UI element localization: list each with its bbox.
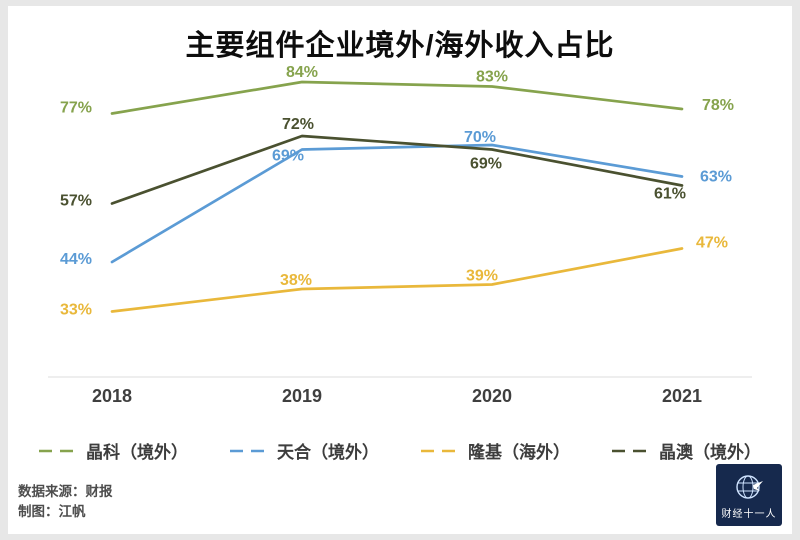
data-label: 61% [654,186,686,203]
data-label: 47% [696,235,728,252]
data-label: 77% [60,100,92,117]
data-label: 83% [476,69,508,86]
legend-item: 天合（境外） [230,438,379,463]
legend-dash-icon [39,449,77,452]
data-label: 84% [286,64,318,81]
line-chart: 77% 84% 83% 78% 44% 69% 70% 63% 33% 38% 39% 47% 57% 7… [8,62,792,414]
legend-dash-icon [612,449,650,452]
data-label: 63% [700,169,732,186]
series-line [110,143,684,264]
data-source-label: 数据来源：财报 [18,484,113,499]
x-axis-label: 2020 [472,386,512,406]
data-label: 72% [282,116,314,133]
series-line [110,134,684,205]
data-label: 33% [60,302,92,319]
legend-label: 晶科（境外） [86,443,188,462]
data-label: 78% [702,97,734,114]
data-label: 39% [466,268,498,285]
x-axis-label: 2018 [92,386,132,406]
series-line [110,80,684,115]
publisher-logo: 财经十一人 [716,464,782,526]
x-axis-label: 2019 [282,386,322,406]
data-label: 44% [60,251,92,268]
chart-svg: 77% 84% 83% 78% 44% 69% 70% 63% 33% 38% 39% 47% 57% 7… [48,64,752,406]
series-line [110,247,684,313]
chart-legend: 晶科（境外） 天合（境外） 隆基（海外） 晶澳（境外） [8,438,792,463]
chart-card: 主要组件企业境外/海外收入占比 77% 84% 83% 78% 44% 69% 70% 63%… [8,6,792,534]
data-label: 69% [470,156,502,173]
legend-label: 晶澳（境外） [659,443,761,462]
legend-item: 隆基（海外） [421,438,570,463]
data-label: 69% [272,148,304,165]
publisher-name: 财经十一人 [721,508,777,520]
legend-dash-icon [230,449,268,452]
data-label: 38% [280,272,312,289]
data-label: 70% [464,129,496,146]
legend-label: 隆基（海外） [468,443,570,462]
chart-title: 主要组件企业境外/海外收入占比 [185,30,615,62]
legend-dash-icon [421,449,459,452]
data-label: 57% [60,193,92,210]
legend-item: 晶澳（境外） [612,438,761,463]
legend-item: 晶科（境外） [39,438,188,463]
globe-icon [736,474,763,499]
x-axis-label: 2021 [662,386,702,406]
legend-label: 天合（境外） [277,443,379,462]
chart-footer: 数据来源：财报 制图：江帆 [18,482,113,522]
author-label: 制图：江帆 [18,504,86,519]
